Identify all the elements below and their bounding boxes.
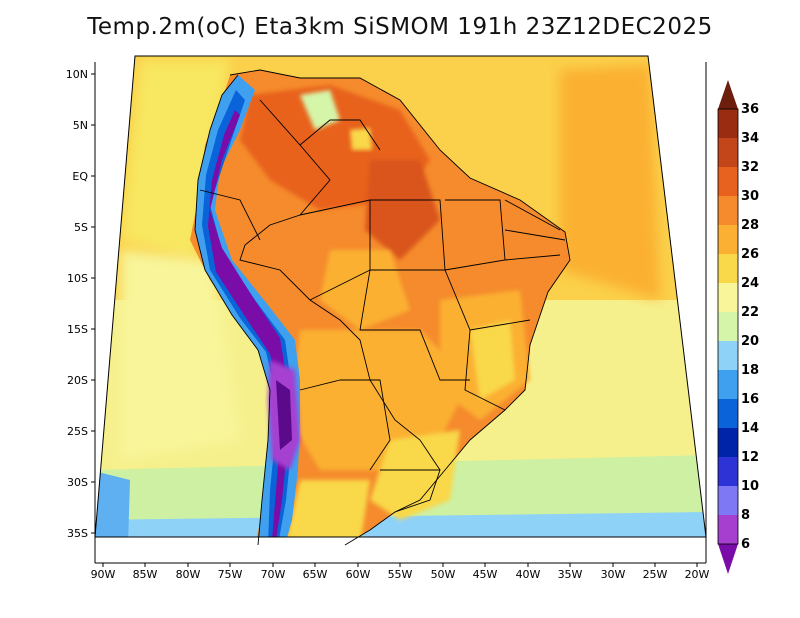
country-borders — [194, 69, 571, 546]
lon-label: 50W — [431, 568, 456, 581]
colorbar-top-arrow — [718, 80, 738, 109]
colorbar-swatch — [718, 341, 738, 370]
colorbar: 36 34 32 30 28 26 24 22 20 18 16 14 12 1… — [717, 80, 759, 574]
lon-label: 90W — [91, 568, 116, 581]
colorbar-label: 28 — [741, 218, 759, 233]
lat-label: EQ — [72, 170, 88, 183]
colorbar-label: 12 — [741, 450, 759, 465]
lon-label: 45W — [473, 568, 498, 581]
lon-label: 85W — [133, 568, 158, 581]
colorbar-bottom-arrow — [718, 544, 738, 574]
lat-label: 35S — [67, 527, 88, 540]
lat-label: 10S — [67, 272, 88, 285]
lon-label: 55W — [388, 568, 413, 581]
longitude-ticks — [102, 563, 698, 567]
lat-label: 10N — [66, 68, 88, 81]
colorbar-swatch — [718, 312, 738, 341]
lon-label: 25W — [643, 568, 668, 581]
colorbar-swatch — [718, 167, 738, 196]
latitude-labels: 10N 5N EQ 5S 10S 15S 20S 25S 30S 35S — [66, 68, 89, 540]
lon-label: 35W — [558, 568, 583, 581]
lon-label: 70W — [261, 568, 286, 581]
lat-label: 5N — [73, 119, 88, 132]
colorbar-label: 8 — [741, 508, 750, 523]
lon-label: 60W — [346, 568, 371, 581]
colorbar-swatch — [718, 457, 738, 486]
colorbar-swatch — [718, 370, 738, 399]
lon-label: 65W — [303, 568, 328, 581]
lon-label: 80W — [176, 568, 201, 581]
lon-label: 20W — [685, 568, 710, 581]
colorbar-swatch — [718, 283, 738, 312]
colorbar-outline — [717, 108, 739, 545]
colorbar-swatch — [718, 515, 738, 544]
colorbar-label: 24 — [741, 276, 759, 291]
colorbar-label: 34 — [741, 131, 759, 146]
lon-label: 75W — [218, 568, 243, 581]
lat-label: 20S — [67, 374, 88, 387]
colorbar-swatch — [718, 138, 738, 167]
lon-label: 30W — [601, 568, 626, 581]
colorbar-label: 22 — [741, 305, 759, 320]
lat-label: 5S — [74, 221, 88, 234]
lat-label: 30S — [67, 476, 88, 489]
colorbar-swatch — [718, 428, 738, 457]
colorbar-label: 18 — [741, 363, 759, 378]
colorbar-swatch — [718, 225, 738, 254]
colorbar-label: 16 — [741, 392, 759, 407]
lon-label: 40W — [516, 568, 541, 581]
colorbar-label: 10 — [741, 479, 759, 494]
colorbar-label: 6 — [741, 537, 750, 552]
colorbar-label: 30 — [741, 189, 759, 204]
colorbar-label: 14 — [741, 421, 759, 436]
colorbar-label: 32 — [741, 160, 759, 175]
lat-label: 15S — [67, 323, 88, 336]
colorbar-swatch — [718, 196, 738, 225]
latitude-ticks — [91, 73, 95, 534]
colorbar-label: 20 — [741, 334, 759, 349]
colorbar-swatch — [718, 399, 738, 428]
map-title: Temp.2m(oC) Eta3km SiSMOM 191h 23Z12DEC2… — [87, 14, 713, 40]
colorbar-swatch — [718, 486, 738, 515]
colorbar-label: 26 — [741, 247, 759, 262]
colorbar-swatch — [718, 254, 738, 283]
lat-label: 25S — [67, 425, 88, 438]
colorbar-swatch — [718, 109, 738, 138]
colorbar-label: 36 — [741, 102, 759, 117]
temperature-field — [95, 56, 706, 537]
longitude-labels: 90W 85W 80W 75W 70W 65W 60W 55W 50W 45W … — [91, 568, 710, 581]
